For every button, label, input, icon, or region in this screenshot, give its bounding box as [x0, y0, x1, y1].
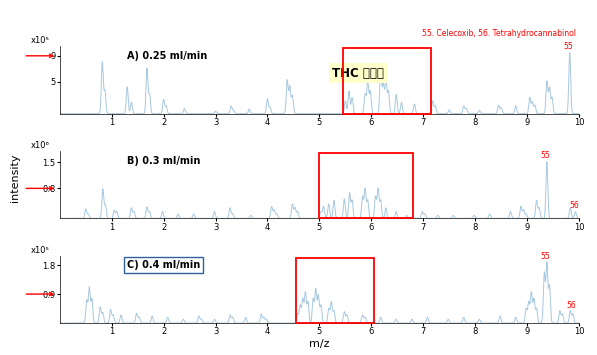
- Bar: [319, 153, 413, 218]
- Text: 56: 56: [569, 201, 578, 210]
- Text: THC 불검출: THC 불검출: [333, 67, 384, 80]
- Text: 55: 55: [564, 42, 573, 51]
- Text: x10⁵: x10⁵: [31, 246, 50, 255]
- Text: 55: 55: [540, 252, 550, 261]
- Bar: [343, 48, 431, 114]
- Text: x10⁶: x10⁶: [31, 141, 50, 150]
- Text: A) 0.25 ml/min: A) 0.25 ml/min: [127, 51, 208, 61]
- Text: 56: 56: [567, 301, 576, 310]
- Text: 55: 55: [540, 151, 550, 160]
- X-axis label: m/z: m/z: [309, 339, 330, 349]
- Text: intensity: intensity: [10, 153, 20, 202]
- Bar: [296, 257, 374, 323]
- Text: B) 0.3 ml/min: B) 0.3 ml/min: [127, 155, 201, 165]
- Text: C) 0.4 ml/min: C) 0.4 ml/min: [127, 260, 201, 270]
- Text: x10⁵: x10⁵: [31, 37, 50, 45]
- Text: 55. Celecoxib, 56. Tetrahydrocannabinol: 55. Celecoxib, 56. Tetrahydrocannabinol: [423, 29, 577, 38]
